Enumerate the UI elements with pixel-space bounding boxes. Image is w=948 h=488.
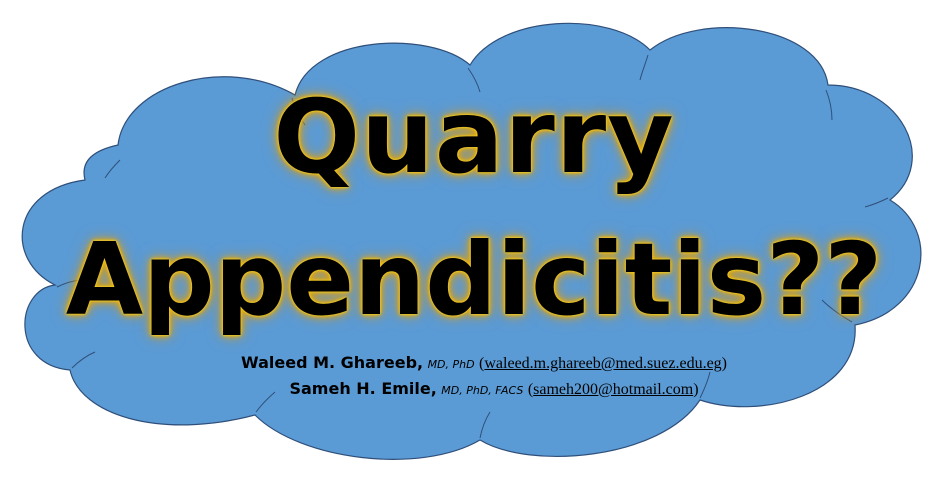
author-email-1-open-paren: ( — [479, 355, 485, 372]
author-degrees-2: MD, PhD, FACS — [441, 384, 524, 397]
title-line-1: Quarry — [273, 78, 675, 197]
author-email-1[interactable]: waleed.m.ghareeb@med.suez.edu.eg — [484, 355, 722, 372]
cloud-inner-arc-10 — [255, 391, 276, 413]
author-name-2: Sameh H. Emile — [289, 379, 431, 398]
author-line-1: Waleed M. Ghareeb, MD, PhD (waleed.m.gha… — [0, 353, 948, 375]
cloud-inner-arc-1 — [104, 159, 121, 179]
author-email-2[interactable]: sameh200@hotmail.com — [533, 381, 694, 398]
cloud-inner-arc-5 — [825, 89, 833, 121]
cloud-outline — [21, 22, 922, 460]
cloud-inner-arc-3 — [467, 67, 481, 93]
cloud-inner-arc-6 — [864, 197, 889, 208]
author-name-1: Waleed M. Ghareeb — [241, 353, 418, 372]
cloud-inner-arc-7 — [821, 299, 853, 323]
title-line-2: Appendicitis?? — [65, 221, 883, 338]
author-name-1-comma: , — [417, 353, 424, 372]
cloud-inner-arc-12 — [56, 279, 81, 288]
cloud-inner-arc-2 — [291, 97, 306, 126]
cloud-inner-arc-11 — [71, 351, 96, 369]
author-email-1-close-paren: ) — [721, 355, 727, 372]
author-email-2-open-paren: ( — [527, 381, 534, 398]
author-line-2: Sameh H. Emile, MD, PhD, FACS (sameh200@… — [0, 379, 948, 401]
cloud-inner-arc-9 — [479, 411, 491, 439]
author-degrees-1: MD, PhD — [427, 358, 475, 371]
author-email-2-close-paren: ) — [693, 381, 699, 398]
author-name-2-comma: , — [430, 379, 437, 398]
cloud-inner-arc-8 — [699, 371, 711, 399]
cloud-inner-arc-4 — [639, 54, 649, 81]
